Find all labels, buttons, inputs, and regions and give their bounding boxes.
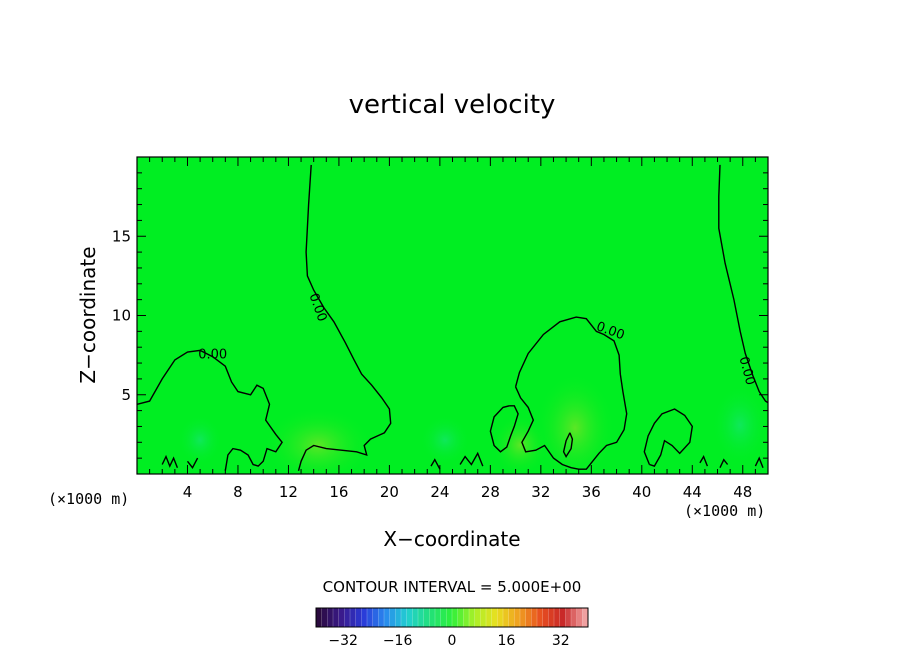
x-tick-label-20: 20 (380, 483, 399, 501)
y-axis-label: Z−coordinate (76, 246, 100, 383)
colorbar-cell-35 (514, 608, 521, 627)
colorbar-cell-44 (565, 608, 572, 627)
x-unit-left: (×1000 m) (48, 490, 129, 508)
contour-line-0 (137, 349, 283, 471)
y-tick-label-5: 5 (121, 386, 131, 404)
colorbar-tick-label-2: 0 (448, 633, 457, 649)
colorbar-cell-10 (372, 608, 379, 627)
field-shading (178, 373, 768, 474)
colorbar-cell-36 (520, 608, 526, 627)
colorbar-cell-42 (554, 608, 560, 627)
contour-line-8 (459, 451, 484, 467)
contour-line-1 (297, 164, 392, 471)
colorbar-cell-33 (503, 608, 509, 627)
colorbar-cell-26 (463, 608, 470, 627)
colorbar-cell-6 (350, 608, 356, 627)
colorbar-tick-label-3: 16 (497, 633, 515, 649)
y-tick-label-15: 15 (112, 227, 131, 245)
colorbar-cell-14 (395, 608, 402, 627)
colorbar-cell-34 (508, 608, 515, 627)
contour-line-10 (186, 457, 199, 469)
colorbar-cell-5 (344, 608, 351, 627)
x-tick-label-8: 8 (233, 483, 243, 501)
x-tick-label-28: 28 (481, 483, 500, 501)
colorbar-cell-28 (474, 608, 481, 627)
colorbar-cell-30 (486, 608, 492, 627)
colorbar-tick-label-4: 32 (552, 633, 570, 649)
colorbar-cell-13 (389, 608, 396, 627)
colorbar-cell-0 (316, 608, 322, 627)
colorbar-cell-24 (452, 608, 458, 627)
colorbar-cell-22 (440, 608, 447, 627)
x-tick-label-36: 36 (582, 483, 601, 501)
contour-line-4 (489, 405, 519, 453)
chart-title: vertical velocity (349, 90, 556, 120)
contour-line-6 (643, 408, 694, 467)
colorbar-cell-2 (327, 608, 334, 627)
zero-contours (137, 164, 768, 471)
colorbar-ticks: −32 −16 0 16 32 (328, 633, 569, 649)
colorbar-cell-17 (412, 608, 419, 627)
colorbar-cell-1 (321, 608, 328, 627)
colorbar-cell-41 (548, 608, 555, 627)
x-tick-label-48: 48 (733, 483, 752, 501)
contour-label-3: 0.00 (736, 355, 758, 387)
colorbar-cell-37 (525, 608, 532, 627)
colorbar-cell-21 (435, 608, 441, 627)
contour-labels: 0.000.000.000.00 (198, 291, 757, 386)
contour-line-12 (719, 458, 729, 469)
colorbar-cell-39 (537, 608, 543, 627)
colorbar-cell-45 (571, 608, 577, 627)
colorbar-cell-40 (542, 608, 549, 627)
y-tick-label-10: 10 (112, 307, 131, 325)
contour-interval-text: CONTOUR INTERVAL = 5.000E+00 (323, 578, 582, 596)
colorbar-cell-9 (367, 608, 373, 627)
colorbar-cell-31 (491, 608, 498, 627)
colorbar-cell-4 (338, 608, 345, 627)
colorbar-cell-3 (333, 608, 339, 627)
x-tick-label-32: 32 (531, 483, 550, 501)
colorbar-cell-11 (378, 608, 385, 627)
x-unit-right: (×1000 m) (684, 502, 765, 520)
colorbar-cell-25 (457, 608, 464, 627)
colorbar-cell-8 (361, 608, 368, 627)
colorbar-cell-16 (406, 608, 413, 627)
colorbar-cell-47 (582, 608, 589, 627)
colorbar (315, 607, 589, 628)
colorbar-cell-46 (576, 608, 583, 627)
colorbar-cell-18 (418, 608, 424, 627)
colorbar-frame (315, 607, 589, 628)
x-axis-ticks: 4 8 12 16 20 24 28 32 36 40 44 48 (149, 157, 756, 501)
x-tick-label-16: 16 (329, 483, 348, 501)
colorbar-cell-7 (355, 608, 362, 627)
y-axis-ticks: 5 10 15 (112, 172, 768, 459)
x-tick-label-12: 12 (279, 483, 298, 501)
contour-line-3 (514, 316, 628, 470)
x-axis-label: X−coordinate (383, 527, 520, 551)
contour-line-7 (430, 458, 441, 470)
colorbar-cell-43 (559, 608, 566, 627)
contour-line-13 (754, 456, 764, 468)
contour-line-11 (699, 455, 709, 467)
colorbar-cell-12 (384, 608, 390, 627)
colorbar-cell-38 (531, 608, 538, 627)
x-tick-label-44: 44 (683, 483, 702, 501)
colorbar-tick-label-0: −32 (328, 633, 358, 649)
colorbar-cell-15 (401, 608, 407, 627)
colorbar-cell-19 (423, 608, 430, 627)
x-tick-label-24: 24 (430, 483, 449, 501)
colorbar-tick-label-1: −16 (383, 633, 413, 649)
x-tick-label-40: 40 (632, 483, 651, 501)
contour-label-0: 0.00 (198, 348, 227, 363)
contour-line-2 (562, 432, 574, 459)
contour-line-9 (161, 454, 179, 468)
colorbar-cell-20 (429, 608, 436, 627)
colorbar-cell-27 (469, 608, 475, 627)
x-tick-label-4: 4 (183, 483, 193, 501)
colorbar-cell-32 (497, 608, 504, 627)
colorbar-cell-23 (446, 608, 453, 627)
colorbar-cell-29 (480, 608, 487, 627)
